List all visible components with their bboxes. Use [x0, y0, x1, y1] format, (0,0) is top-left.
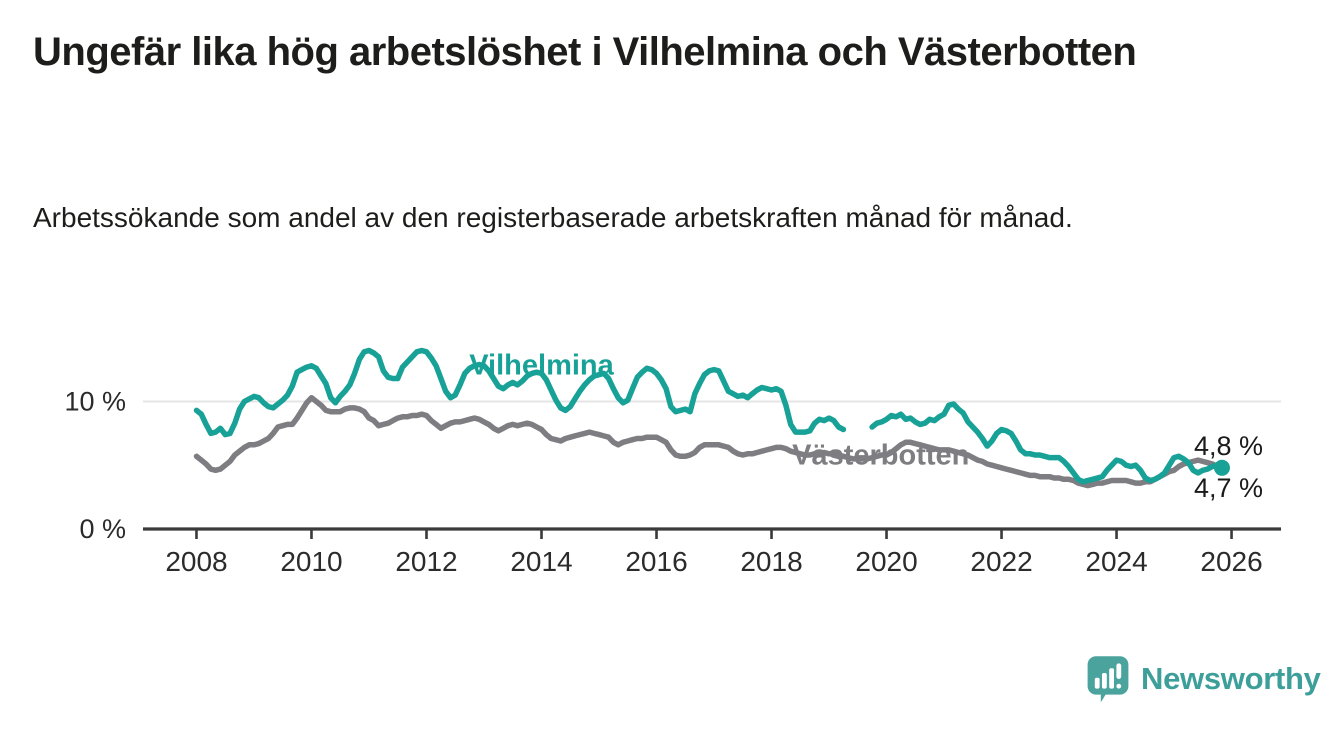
- x-tick-label-2026: 2026: [1200, 546, 1262, 577]
- x-tick-label-2012: 2012: [395, 546, 457, 577]
- newsworthy-wordmark: Newsworthy: [1141, 661, 1321, 696]
- value-label-vilhelmina: 4,8 %: [1194, 431, 1263, 461]
- series-label-västerbotten: Västerbotten: [792, 439, 969, 471]
- x-tick-label-2016: 2016: [625, 546, 687, 577]
- chart-subtitle: Arbetssökande som andel av den registerb…: [33, 202, 1073, 233]
- y-tick-label-10: 10 %: [64, 386, 126, 416]
- newsworthy-icon: [1087, 656, 1129, 703]
- x-tick-label-2014: 2014: [510, 546, 572, 577]
- series-line-vilhelmina: [869, 401, 1225, 485]
- series-end-dot-vilhelmina: [1213, 459, 1230, 476]
- x-tick-label-2020: 2020: [855, 546, 917, 577]
- y-tick-label-0: 0 %: [79, 514, 126, 544]
- x-tick-label-2018: 2018: [740, 546, 802, 577]
- series-line-vilhelmina: [193, 347, 847, 438]
- series-label-vilhelmina: Vilhelmina: [469, 350, 614, 382]
- page-title: Ungefär lika hög arbetslöshet i Vilhelmi…: [33, 30, 1137, 74]
- series-line-västerbotten: [193, 394, 1225, 489]
- value-label-västerbotten: 4,7 %: [1194, 473, 1263, 503]
- x-tick-label-2010: 2010: [280, 546, 342, 577]
- x-tick-label-2022: 2022: [970, 546, 1032, 577]
- x-tick-label-2008: 2008: [165, 546, 227, 577]
- x-tick-label-2024: 2024: [1085, 546, 1147, 577]
- newsworthy-logo: Newsworthy: [1086, 655, 1321, 703]
